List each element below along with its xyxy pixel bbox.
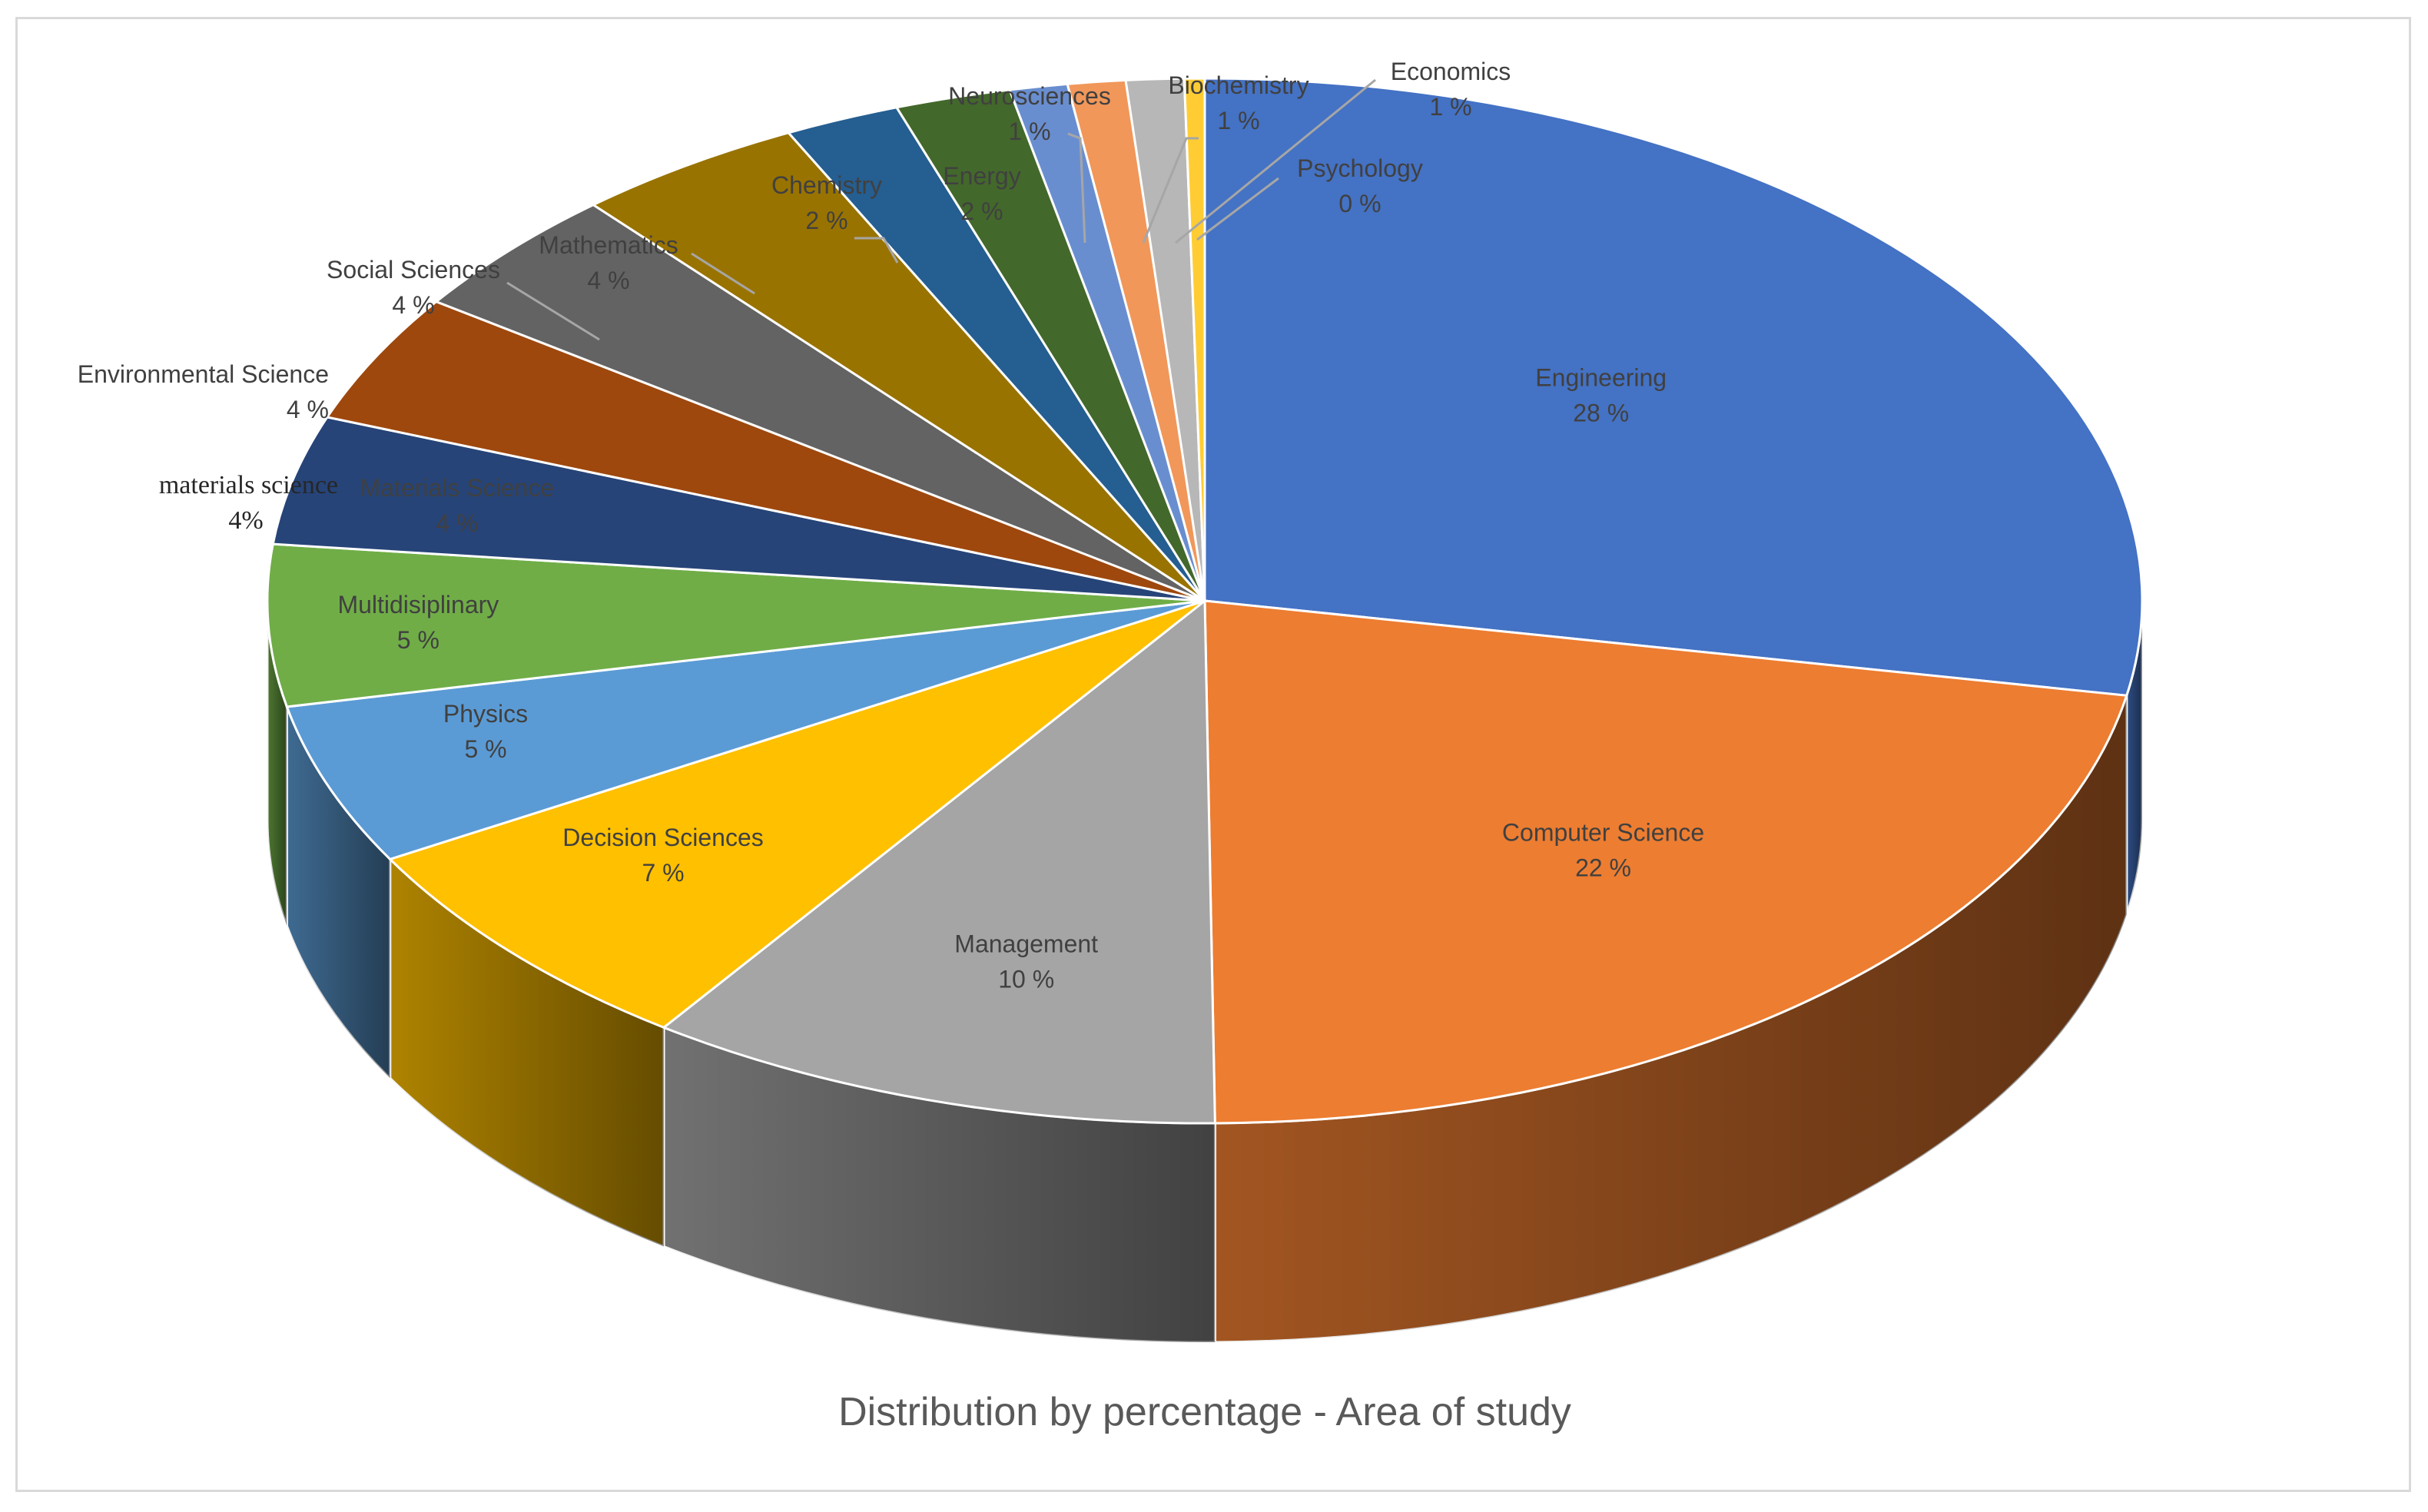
side-shade-physics [287,706,390,1079]
chart-title: Distribution by percentage - Area of stu… [838,1390,1571,1434]
slice-computer-science [1203,599,2128,1125]
label-energy: Energy 2 % [943,162,1020,225]
label-mathematics: Mathematics 4 % [539,231,678,294]
data-labels: Engineering 28 % Computer Science 22 % Manag… [78,58,1704,993]
label-social-sciences: Social Sciences 4 % [327,256,500,319]
side-shade-decision-sciences [390,859,664,1247]
leader-biochemistry [1142,137,1199,244]
side-shade-engineering [2126,601,2142,915]
leader-psychology [1196,177,1279,241]
label-psychology: Psychology 0 % [1297,154,1423,217]
slice-mathematics [591,131,1206,602]
side-shade-multidisiplinary [267,601,287,926]
leader-mathematics [691,252,755,295]
label-materials-science: Materials Science 4 % [360,474,555,537]
slice-psychology [1182,77,1206,602]
label-economics: Economics 1 % [1391,58,1511,121]
side-shade-management [663,1027,1216,1343]
label-computer-science: Computer Science 22 % [1502,819,1704,882]
label-environmental-science: Environmental Science 4 % [78,360,329,423]
slice-decision-sciences [387,599,1206,1030]
annotation-materials-science: materials science 4% [159,471,338,535]
label-physics: Physics 5 % [443,700,528,763]
label-decision-sciences: Decision Sciences 7 % [562,824,763,887]
label-biochemistry: Biochemistry 1 % [1168,71,1309,134]
leader-chemistry [854,237,899,264]
slice-management [661,598,1216,1125]
slice-social-sciences [433,203,1206,602]
pie-slices [266,77,2144,1125]
leader-lines [506,78,1376,341]
pie-sides [266,600,2144,1344]
slice-environmental-science [325,300,1206,602]
label-management: Management 10 % [954,930,1098,993]
label-chemistry: Chemistry 2 % [771,171,882,234]
slice-physics [285,599,1206,861]
leader-social-sciences [506,281,600,341]
label-multidisiplinary: Multidisiplinary 5 % [337,591,499,654]
leader-economics [1175,78,1376,244]
side-shade-computer-science [1215,695,2127,1342]
slice-engineering [1203,77,2144,697]
label-neurosciences: Neurosciences 1 % [948,82,1111,145]
slice-materials-science [271,416,1206,602]
label-engineering: Engineering 28 % [1535,363,1667,426]
leader-neurosciences [1067,132,1086,244]
slice-multidisiplinary [266,542,1206,708]
